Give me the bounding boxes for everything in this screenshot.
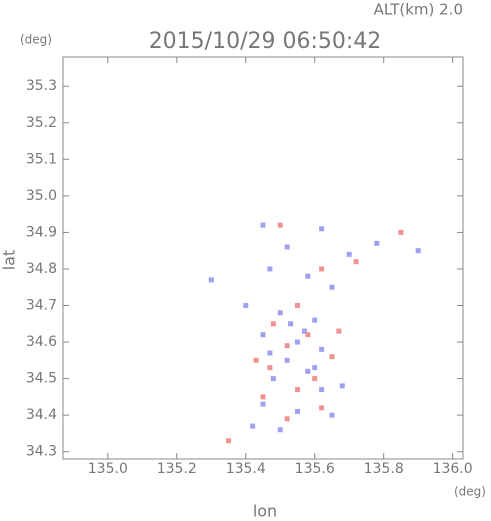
radar-point — [208, 277, 214, 283]
y-tick-label: 34.6 — [26, 334, 57, 350]
x-tick-label: 135.8 — [364, 461, 404, 477]
radar-point — [260, 401, 266, 407]
radar-point — [267, 350, 273, 356]
radar-point — [329, 284, 335, 290]
altitude-label: ALT(km) 2.0 — [374, 1, 463, 19]
radar-point — [294, 387, 300, 393]
y-tick-label: 34.8 — [26, 261, 57, 277]
radar-point — [305, 368, 311, 374]
radar-point — [294, 408, 300, 414]
radar-point — [312, 317, 318, 323]
radar-point — [284, 343, 290, 349]
radar-point — [260, 332, 266, 338]
y-tick-label: 35.3 — [26, 78, 57, 94]
radar-point — [305, 273, 311, 279]
radar-point — [336, 328, 342, 334]
radar-point — [329, 354, 335, 360]
radar-point — [294, 339, 300, 345]
radar-point — [277, 427, 283, 433]
y-tick-label: 34.3 — [26, 444, 57, 460]
radar-point — [253, 357, 259, 363]
radar-point — [260, 222, 266, 228]
x-tick-label: 136.0 — [433, 461, 473, 477]
radar-point — [339, 383, 345, 389]
y-tick-label: 34.4 — [26, 407, 57, 423]
radar-point — [312, 376, 318, 382]
y-unit: (deg) — [20, 33, 52, 47]
y-tick-label: 34.7 — [26, 298, 57, 314]
y-tick-label: 35.2 — [26, 115, 57, 131]
radar-point — [294, 303, 300, 309]
radar-point — [305, 332, 311, 338]
radar-point — [243, 303, 249, 309]
radar-point — [260, 394, 266, 400]
radar-point — [415, 248, 421, 254]
radar-point — [346, 251, 352, 257]
radar-point — [277, 310, 283, 316]
radar-point — [284, 357, 290, 363]
radar-point — [319, 405, 325, 411]
x-tick-label: 135.6 — [295, 461, 335, 477]
x-axis-label: lon — [253, 502, 277, 521]
radar-point — [250, 423, 256, 429]
radar-point — [312, 365, 318, 371]
radar-point — [277, 222, 283, 228]
x-tick-label: 135.2 — [157, 461, 197, 477]
plot-frame — [62, 56, 464, 460]
radar-point — [319, 346, 325, 352]
radar-point — [329, 412, 335, 418]
radar-point — [284, 416, 290, 422]
radar-point — [353, 259, 359, 265]
chart-title: 2015/10/29 06:50:42 — [149, 29, 382, 54]
y-axis-label: lat — [0, 250, 19, 271]
radar-point — [226, 438, 232, 444]
x-tick-label: 135.4 — [226, 461, 266, 477]
radar-point — [398, 229, 404, 235]
radar-point — [319, 387, 325, 393]
y-tick-label: 34.9 — [26, 224, 57, 240]
y-tick-label: 35.1 — [26, 151, 57, 167]
y-tick-label: 34.5 — [26, 371, 57, 387]
radar-point — [319, 266, 325, 272]
radar-point — [374, 240, 380, 246]
radar-point — [288, 321, 294, 327]
x-unit: (deg) — [454, 485, 486, 499]
radar-point — [267, 266, 273, 272]
radar-point — [319, 226, 325, 232]
radar-point — [270, 376, 276, 382]
y-tick-label: 35.0 — [26, 188, 57, 204]
radar-point — [267, 365, 273, 371]
x-tick-label: 135.0 — [88, 461, 128, 477]
radar-point — [301, 328, 307, 334]
radar-point — [284, 244, 290, 250]
radar-point — [270, 321, 276, 327]
